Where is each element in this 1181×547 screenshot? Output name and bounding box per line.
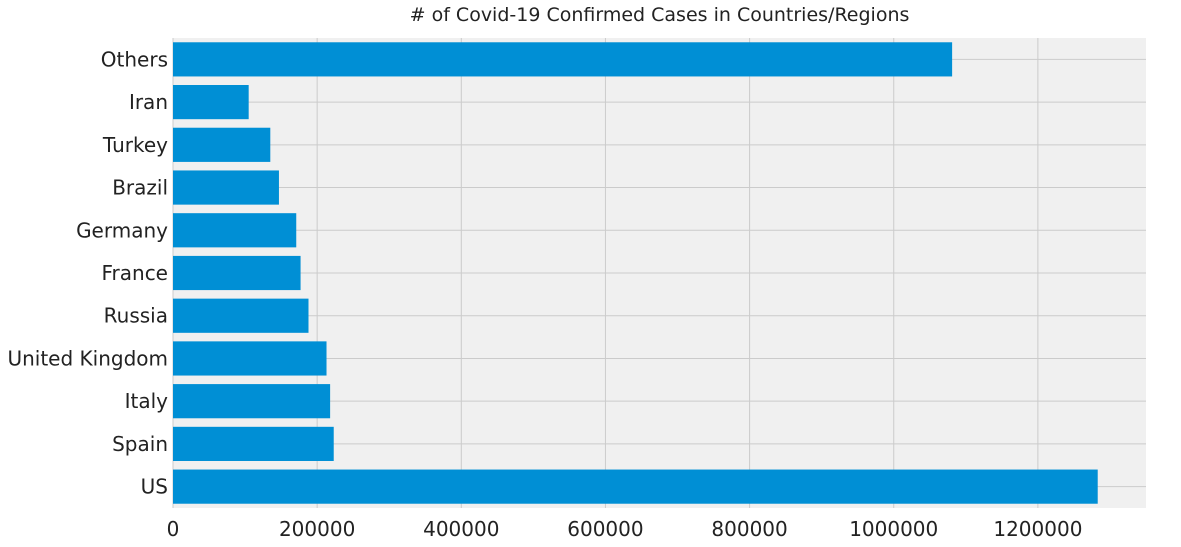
- y-tick-label: Brazil: [112, 176, 168, 200]
- y-tick-label: Iran: [129, 90, 168, 114]
- y-tick-label: Italy: [125, 389, 169, 413]
- chart-title: # of Covid-19 Confirmed Cases in Countri…: [409, 4, 910, 26]
- y-tick-label: Spain: [112, 432, 168, 456]
- y-tick-labels: US Spain Italy United Kingdom Russia France Ge…: [7, 47, 168, 498]
- bar-russia: [173, 298, 309, 333]
- x-tick-label: 800000: [711, 517, 787, 541]
- y-tick-label: Turkey: [102, 133, 168, 157]
- x-tick-label: 600000: [567, 517, 643, 541]
- x-tick-label: 200000: [279, 517, 355, 541]
- bar-brazil: [173, 170, 279, 205]
- bars: [173, 42, 1098, 504]
- bar-france: [173, 255, 301, 291]
- bar-turkey: [173, 127, 271, 162]
- x-tick-labels: 0 200000 400000 600000 800000 1000000 1200000: [167, 517, 1083, 541]
- y-tick-label: France: [101, 261, 168, 285]
- bar-germany: [173, 213, 297, 248]
- y-tick-label: United Kingdom: [7, 346, 168, 370]
- x-tick-label: 0: [167, 517, 180, 541]
- bar-italy: [173, 384, 331, 419]
- bar-us: [173, 469, 1098, 504]
- y-tick-label: Others: [101, 47, 168, 71]
- bar-spain: [173, 426, 334, 461]
- y-tick-label: Russia: [104, 304, 168, 328]
- bar-others: [173, 42, 953, 77]
- x-tick-label: 400000: [423, 517, 499, 541]
- x-tick-label: 1200000: [993, 517, 1082, 541]
- y-tick-label: Germany: [76, 218, 168, 242]
- x-tick-label: 1000000: [849, 517, 938, 541]
- y-tick-label: US: [141, 475, 168, 499]
- bar-iran: [173, 85, 249, 120]
- bar-united-kingdom: [173, 341, 327, 376]
